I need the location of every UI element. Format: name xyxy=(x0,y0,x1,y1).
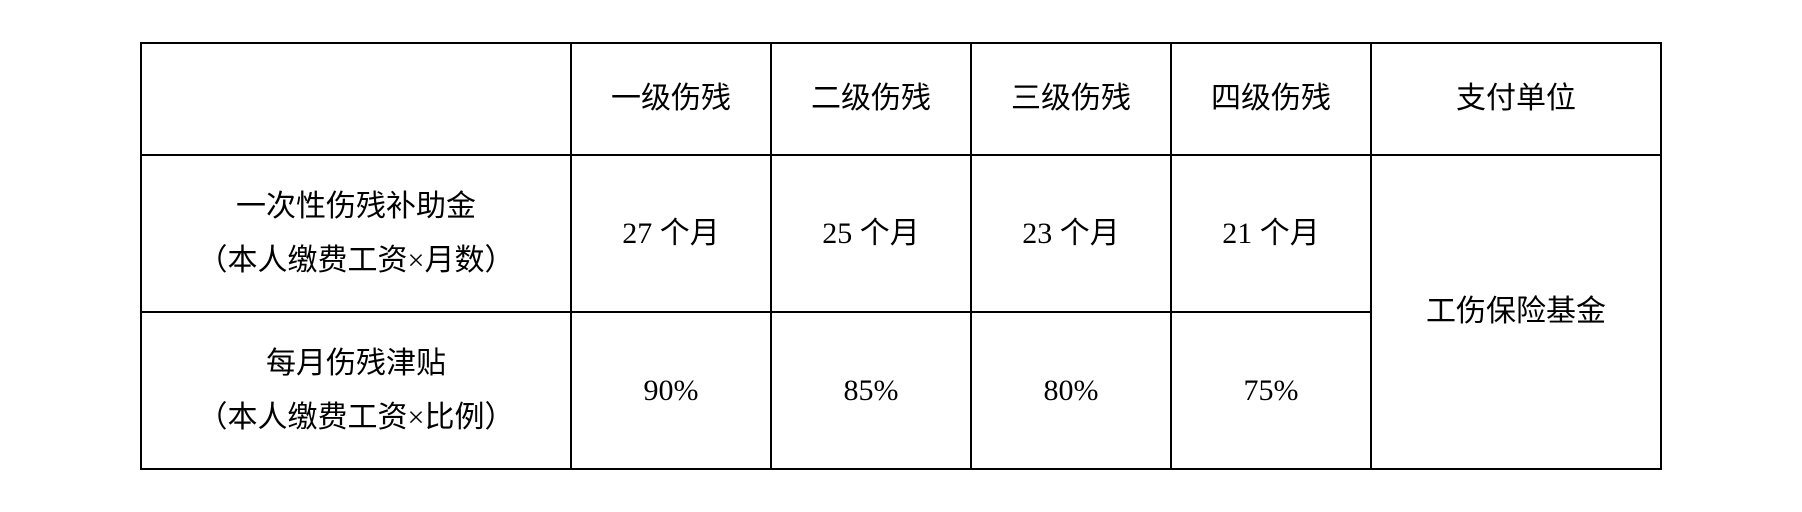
header-payer: 支付单位 xyxy=(1371,43,1661,155)
cell-payer: 工伤保险基金 xyxy=(1371,155,1661,469)
page-container: 一级伤残 二级伤残 三级伤残 四级伤残 支付单位 一次性伤残补助金 （本人缴费工… xyxy=(0,0,1802,512)
cell-value: 23 个月 xyxy=(971,155,1171,312)
cell-value: 27 个月 xyxy=(571,155,771,312)
header-level-4: 四级伤残 xyxy=(1171,43,1371,155)
cell-value: 21 个月 xyxy=(1171,155,1371,312)
header-level-3: 三级伤残 xyxy=(971,43,1171,155)
cell-value: 80% xyxy=(971,312,1171,469)
table-row: 一次性伤残补助金 （本人缴费工资×月数） 27 个月 25 个月 23 个月 2… xyxy=(141,155,1661,312)
disability-compensation-table: 一级伤残 二级伤残 三级伤残 四级伤残 支付单位 一次性伤残补助金 （本人缴费工… xyxy=(140,42,1662,470)
cell-value: 90% xyxy=(571,312,771,469)
row-label-line1: 一次性伤残补助金 xyxy=(142,180,570,234)
row-label-line2: （本人缴费工资×比例） xyxy=(142,391,570,445)
header-level-2: 二级伤残 xyxy=(771,43,971,155)
table-header-row: 一级伤残 二级伤残 三级伤残 四级伤残 支付单位 xyxy=(141,43,1661,155)
row-label-lumpsum: 一次性伤残补助金 （本人缴费工资×月数） xyxy=(141,155,571,312)
row-label-line1: 每月伤残津贴 xyxy=(142,337,570,391)
row-label-line2: （本人缴费工资×月数） xyxy=(142,234,570,288)
cell-value: 75% xyxy=(1171,312,1371,469)
cell-value: 25 个月 xyxy=(771,155,971,312)
header-blank xyxy=(141,43,571,155)
row-label-monthly: 每月伤残津贴 （本人缴费工资×比例） xyxy=(141,312,571,469)
cell-value: 85% xyxy=(771,312,971,469)
header-level-1: 一级伤残 xyxy=(571,43,771,155)
